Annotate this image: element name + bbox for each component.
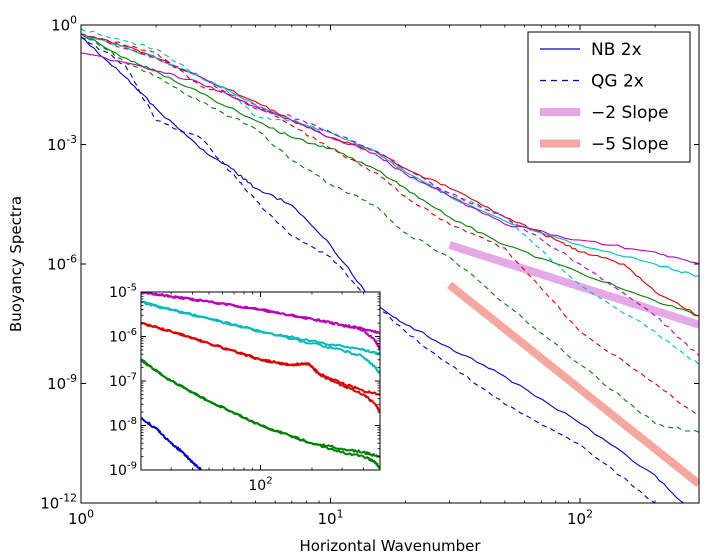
inset-blue-line bbox=[141, 416, 202, 470]
main-y-tick-label-3-base: 10 bbox=[47, 375, 66, 393]
main-x-tick-label-1: 101 bbox=[317, 507, 343, 528]
inset-y-tick-label-3: 10-8 bbox=[109, 416, 137, 434]
main-x-tick-label-2-base: 10 bbox=[567, 510, 586, 528]
main-x-tick-label-0: 100 bbox=[68, 507, 94, 528]
inset-green-b-line bbox=[141, 359, 380, 470]
main-y-tick-label-1: 10-3 bbox=[47, 133, 77, 154]
legend-label-3: −5 Slope bbox=[591, 135, 669, 155]
main-y-tick-label-1-base: 10 bbox=[47, 136, 66, 154]
inset-y-tick-label-3-exponent: -8 bbox=[127, 416, 137, 427]
legend-label-2: −2 Slope bbox=[591, 103, 669, 123]
green-qg-line bbox=[81, 33, 699, 433]
main-x-tick-label-2-exponent: 2 bbox=[586, 507, 593, 520]
inset-y-tick-label-1-base: 10 bbox=[109, 329, 127, 345]
inset-x-tick-label-0: 102 bbox=[248, 476, 272, 494]
green-nb-line bbox=[81, 33, 699, 317]
inset-y-tick-label-0: 10-5 bbox=[109, 283, 137, 301]
inset-y-tick-label-1-exponent: -6 bbox=[127, 327, 137, 338]
main-y-tick-label-0: 100 bbox=[51, 14, 77, 35]
inset-y-tick-label-1: 10-6 bbox=[109, 327, 137, 345]
inset-y-tick-label-0-base: 10 bbox=[109, 285, 127, 301]
legend-label-1: QG 2x bbox=[591, 72, 644, 92]
blue-nb-line bbox=[81, 36, 685, 503]
inset-red-b-line bbox=[141, 322, 380, 414]
main-y-tick-label-4-base: 10 bbox=[40, 494, 59, 512]
inset-background bbox=[141, 292, 380, 470]
main-x-tick-label-1-exponent: 1 bbox=[337, 507, 344, 520]
magenta-nb-line bbox=[81, 52, 699, 265]
inset-cyan-b-line bbox=[141, 300, 380, 375]
inset-y-tick-label-2-exponent: -7 bbox=[127, 372, 137, 383]
legend-label-0: NB 2x bbox=[591, 40, 642, 60]
inset-magenta-b-line bbox=[141, 292, 380, 351]
inset-series-area bbox=[141, 292, 380, 470]
main-x-tick-label-1-base: 10 bbox=[317, 510, 336, 528]
red-qg-line bbox=[81, 33, 699, 417]
main-y-tick-label-1-exponent: -3 bbox=[66, 133, 77, 146]
inset-y-tick-label-3-base: 10 bbox=[109, 418, 127, 434]
main-y-tick-label-2: 10-6 bbox=[47, 253, 77, 274]
inset-y-tick-label-2: 10-7 bbox=[109, 372, 137, 390]
inset-y-tick-label-2-base: 10 bbox=[109, 374, 127, 390]
minus-2-slope-reference-line bbox=[448, 241, 699, 329]
main-x-tick-label-2: 102 bbox=[567, 507, 593, 528]
main-x-tick-label-0-exponent: 0 bbox=[87, 507, 94, 520]
main-y-tick-label-2-base: 10 bbox=[47, 255, 66, 273]
inset-y-tick-label-4-exponent: -9 bbox=[127, 461, 137, 472]
main-y-tick-label-3-exponent: -9 bbox=[66, 372, 77, 385]
main-y-tick-label-4: 10-12 bbox=[40, 492, 77, 513]
legend: NB 2x QG 2x −2 Slope −5 Slope bbox=[527, 31, 691, 163]
blue-qg-line bbox=[81, 36, 656, 503]
inset-minor-ticks bbox=[141, 292, 380, 470]
main-plot: 100 101 10210010-310-610-910-12Horizontal … bbox=[7, 14, 700, 555]
main-x-tick-label-0-base: 10 bbox=[68, 510, 87, 528]
main-y-tick-label-4-exponent: -12 bbox=[59, 492, 77, 505]
main-y-tick-label-0-base: 10 bbox=[51, 16, 70, 34]
inset-x-tick-label-0-exponent: 2 bbox=[266, 476, 272, 487]
y-axis-label: Buoyancy Spectra bbox=[7, 196, 25, 332]
inset-y-tick-label-4-base: 10 bbox=[109, 463, 127, 479]
inset-y-tick-label-4: 10-9 bbox=[109, 461, 137, 479]
main-y-tick-label-0-exponent: 0 bbox=[70, 14, 77, 27]
inset-x-tick-label-0-base: 10 bbox=[248, 478, 266, 494]
minus-5-slope-reference-line bbox=[447, 281, 699, 488]
main-y-tick-label-3: 10-9 bbox=[47, 372, 77, 393]
x-axis-label: Horizontal Wavenumber bbox=[299, 537, 481, 555]
magenta-qg-line bbox=[81, 33, 699, 357]
main-minor-ticks bbox=[155, 25, 656, 503]
main-series-area bbox=[81, 28, 699, 503]
main-y-tick-label-2-exponent: -6 bbox=[66, 253, 77, 266]
inset-y-tick-label-0-exponent: -5 bbox=[127, 283, 137, 294]
